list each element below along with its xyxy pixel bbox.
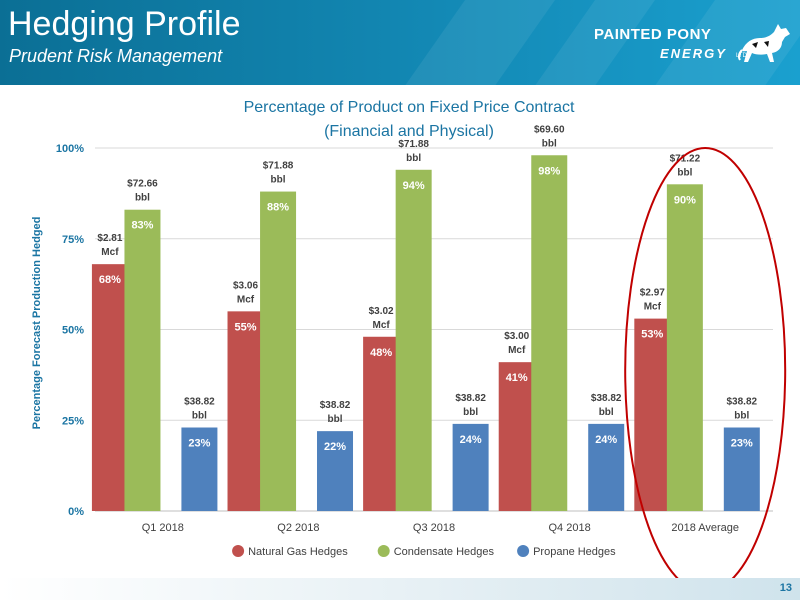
highlight-ellipse bbox=[624, 147, 787, 578]
price-unit-label: bbl bbox=[271, 175, 286, 186]
bar bbox=[260, 191, 297, 511]
y-tick-label: 75% bbox=[62, 234, 84, 246]
price-unit-label: Mcf bbox=[101, 247, 119, 258]
bars bbox=[91, 155, 760, 512]
chart-legend: Natural Gas Hedges Condensate Hedges Propa… bbox=[232, 545, 616, 558]
company-logo: PAINTED PONY ENERGY LTD bbox=[594, 20, 794, 70]
slide-title: Hedging Profile bbox=[8, 5, 241, 43]
price-label: $38.82 bbox=[727, 397, 758, 408]
price-label: $38.82 bbox=[591, 393, 622, 404]
y-tick-label: 0% bbox=[68, 506, 84, 518]
bar bbox=[723, 427, 760, 511]
price-unit-label: bbl bbox=[599, 407, 614, 418]
bar-value-label: 23% bbox=[188, 438, 210, 450]
logo-wordmark-line1: PAINTED PONY bbox=[594, 26, 712, 43]
price-unit-label: Mcf bbox=[372, 320, 390, 331]
price-label: $3.02 bbox=[369, 306, 394, 317]
price-unit-label: bbl bbox=[135, 193, 150, 204]
price-label: $3.06 bbox=[233, 280, 258, 291]
legend-label: Propane Hedges bbox=[533, 546, 616, 558]
bar bbox=[666, 184, 703, 512]
price-unit-label: bbl bbox=[406, 153, 421, 164]
bar bbox=[227, 311, 264, 511]
bar-value-label: 98% bbox=[538, 165, 560, 177]
price-label: $38.82 bbox=[455, 393, 486, 404]
price-unit-label: Mcf bbox=[237, 294, 255, 305]
price-label: $3.00 bbox=[504, 331, 529, 342]
slide-header: Hedging Profile Prudent Risk Management … bbox=[0, 0, 800, 85]
price-label: $38.82 bbox=[320, 400, 351, 411]
bar bbox=[181, 427, 218, 511]
price-label: $2.81 bbox=[97, 233, 122, 244]
legend-marker bbox=[232, 545, 245, 557]
bar-value-label: 24% bbox=[595, 434, 617, 446]
bar-value-label: 90% bbox=[674, 194, 696, 206]
bar bbox=[395, 169, 432, 511]
x-tick-label: Q2 2018 bbox=[277, 522, 319, 534]
bar bbox=[452, 423, 489, 511]
bar bbox=[317, 431, 354, 511]
y-tick-labels: 0% 25% 50% 75% 100% bbox=[56, 143, 84, 518]
logo-wordmark-suffix: LTD bbox=[736, 53, 747, 59]
bar-value-label: 23% bbox=[731, 438, 753, 450]
price-label: $71.88 bbox=[398, 139, 429, 150]
chart-title: Percentage of Product on Fixed Price Con… bbox=[244, 99, 575, 116]
price-unit-label: Mcf bbox=[644, 302, 662, 313]
bar bbox=[634, 318, 671, 511]
price-label: $71.22 bbox=[670, 153, 701, 164]
data-labels: 68% $2.81 Mcf 83% $72.66 bbl 23% $38.82 bbl 55% $3… bbox=[97, 124, 757, 453]
price-unit-label: bbl bbox=[734, 411, 749, 422]
y-tick-label: 50% bbox=[62, 325, 84, 337]
bar-value-label: 41% bbox=[506, 372, 528, 384]
chart-title-line2: (Financial and Physical) bbox=[324, 123, 494, 140]
bar bbox=[124, 209, 161, 511]
legend-marker bbox=[377, 545, 390, 557]
header-stripe bbox=[380, 0, 570, 85]
bar-value-label: 24% bbox=[460, 434, 482, 446]
y-tick-label: 25% bbox=[62, 415, 84, 427]
price-label: $2.97 bbox=[640, 288, 665, 299]
x-tick-label: Q3 2018 bbox=[413, 522, 455, 534]
price-label: $71.88 bbox=[263, 161, 294, 172]
y-tick-label: 100% bbox=[56, 143, 84, 155]
price-unit-label: bbl bbox=[677, 167, 692, 178]
x-tick-label: 2018 Average bbox=[671, 522, 739, 534]
legend-label: Natural Gas Hedges bbox=[248, 546, 348, 558]
bar-value-label: 88% bbox=[267, 202, 289, 214]
bar bbox=[498, 362, 535, 511]
price-unit-label: bbl bbox=[542, 138, 557, 149]
x-tick-labels: Q1 2018 Q2 2018 Q3 2018 Q4 2018 2018 Average bbox=[142, 522, 739, 534]
price-unit-label: bbl bbox=[463, 407, 478, 418]
bar bbox=[91, 264, 128, 511]
bar-value-label: 68% bbox=[99, 274, 121, 286]
bar bbox=[531, 155, 568, 511]
logo-wordmark-line2: ENERGY bbox=[660, 46, 727, 61]
bar-value-label: 55% bbox=[235, 321, 257, 333]
bar-value-label: 83% bbox=[131, 220, 153, 232]
bar-value-label: 22% bbox=[324, 441, 346, 453]
legend-marker bbox=[517, 545, 530, 557]
price-unit-label: bbl bbox=[192, 411, 207, 422]
legend-label: Condensate Hedges bbox=[394, 546, 495, 558]
price-unit-label: Mcf bbox=[508, 345, 526, 356]
bar-value-label: 48% bbox=[370, 347, 392, 359]
footer-bar: 13 bbox=[0, 578, 800, 600]
page-number: 13 bbox=[779, 582, 792, 594]
bar-value-label: 53% bbox=[641, 329, 663, 341]
bar bbox=[363, 336, 400, 511]
price-unit-label: bbl bbox=[328, 414, 343, 425]
x-tick-label: Q4 2018 bbox=[548, 522, 590, 534]
bar-value-label: 94% bbox=[403, 180, 425, 192]
bar bbox=[588, 423, 625, 511]
price-label: $38.82 bbox=[184, 397, 215, 408]
y-axis-label: Percentage Forecast Production Hedged bbox=[31, 217, 43, 430]
x-tick-label: Q1 2018 bbox=[142, 522, 184, 534]
price-label: $69.60 bbox=[534, 124, 565, 135]
slide-subtitle: Prudent Risk Management bbox=[9, 46, 223, 66]
horse-icon bbox=[738, 24, 790, 62]
price-label: $72.66 bbox=[127, 179, 158, 190]
hedging-bar-chart: Percentage of Product on Fixed Price Con… bbox=[31, 99, 787, 578]
